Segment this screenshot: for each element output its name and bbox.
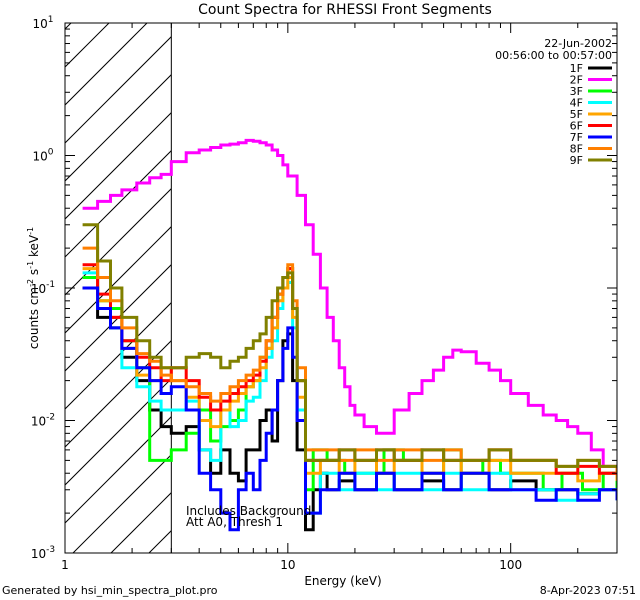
legend-label-9F: 9F <box>570 154 583 167</box>
y-tick-label: 101 <box>32 15 53 31</box>
hatch-line <box>65 111 172 220</box>
x-tick-labels: 1 10 100 <box>61 558 522 572</box>
hatch-line <box>0 0 165 553</box>
series-4F <box>82 271 617 515</box>
y-axis-label-sup2: -1 <box>26 261 35 269</box>
y-axis-label-end: keV <box>27 234 41 261</box>
y-tick-label: 100 <box>32 148 53 164</box>
hatch-line <box>65 339 172 448</box>
series-7F <box>82 286 617 532</box>
y-axis-label-mid: s <box>27 269 41 279</box>
legend-label-5F: 5F <box>570 108 583 121</box>
hatch-line <box>65 149 172 258</box>
y-tick-label: 10-2 <box>31 413 55 429</box>
x-tick-label: 10 <box>280 558 295 572</box>
hatch-line <box>65 225 172 334</box>
annotation-background: Includes Background <box>186 504 311 518</box>
chart-title: Count Spectra for RHESSI Front Segments <box>198 2 492 18</box>
x-tick-label: 100 <box>499 558 522 572</box>
legend-label-7F: 7F <box>570 131 583 144</box>
hatch-line <box>65 35 172 144</box>
footer-generated: Generated by hsi_min_spectra_plot.pro <box>2 584 218 597</box>
hatch-line <box>65 187 172 296</box>
hatch-line <box>65 73 172 182</box>
series-8F <box>82 246 617 474</box>
legend-label-2F: 2F <box>570 74 583 87</box>
annotation-attenuator: Att A0, Thresh 1 <box>186 515 283 529</box>
hatch-line <box>65 23 110 68</box>
x-tick-label: 1 <box>61 558 69 572</box>
time-range-label: 00:56:00 to 00:57:00 <box>495 49 612 62</box>
legend-label-8F: 8F <box>570 143 583 156</box>
y-tick-labels: 10-3 10-2 10-1 100 101 <box>31 15 55 561</box>
legend-label-3F: 3F <box>570 85 583 98</box>
legend-label-6F: 6F <box>570 120 583 133</box>
x-axis-label: Energy (keV) <box>304 574 381 588</box>
y-axis-label-sup3: -1 <box>26 227 35 235</box>
axis-ticks <box>64 22 618 554</box>
legend-label-1F: 1F <box>570 62 583 75</box>
legend-label-4F: 4F <box>570 97 583 110</box>
y-tick-label: 10-3 <box>31 545 55 561</box>
date-label: 22-Jun-2002 <box>544 37 612 50</box>
y-axis-label-main: counts cm <box>27 287 41 349</box>
y-tick-label: 10-1 <box>31 280 55 296</box>
series-layer <box>82 138 617 532</box>
footer-timestamp: 8-Apr-2023 07:51 <box>540 584 636 597</box>
y-axis-label-sup1: -2 <box>26 279 35 287</box>
series-2F <box>82 138 617 474</box>
hatch-line <box>65 377 172 486</box>
hatch-region <box>0 0 172 553</box>
hatch-line <box>65 415 172 524</box>
y-axis-label: counts cm-2 s-1 keV-1 <box>26 227 41 349</box>
series-9F <box>82 223 617 468</box>
hatch-line <box>65 23 148 106</box>
